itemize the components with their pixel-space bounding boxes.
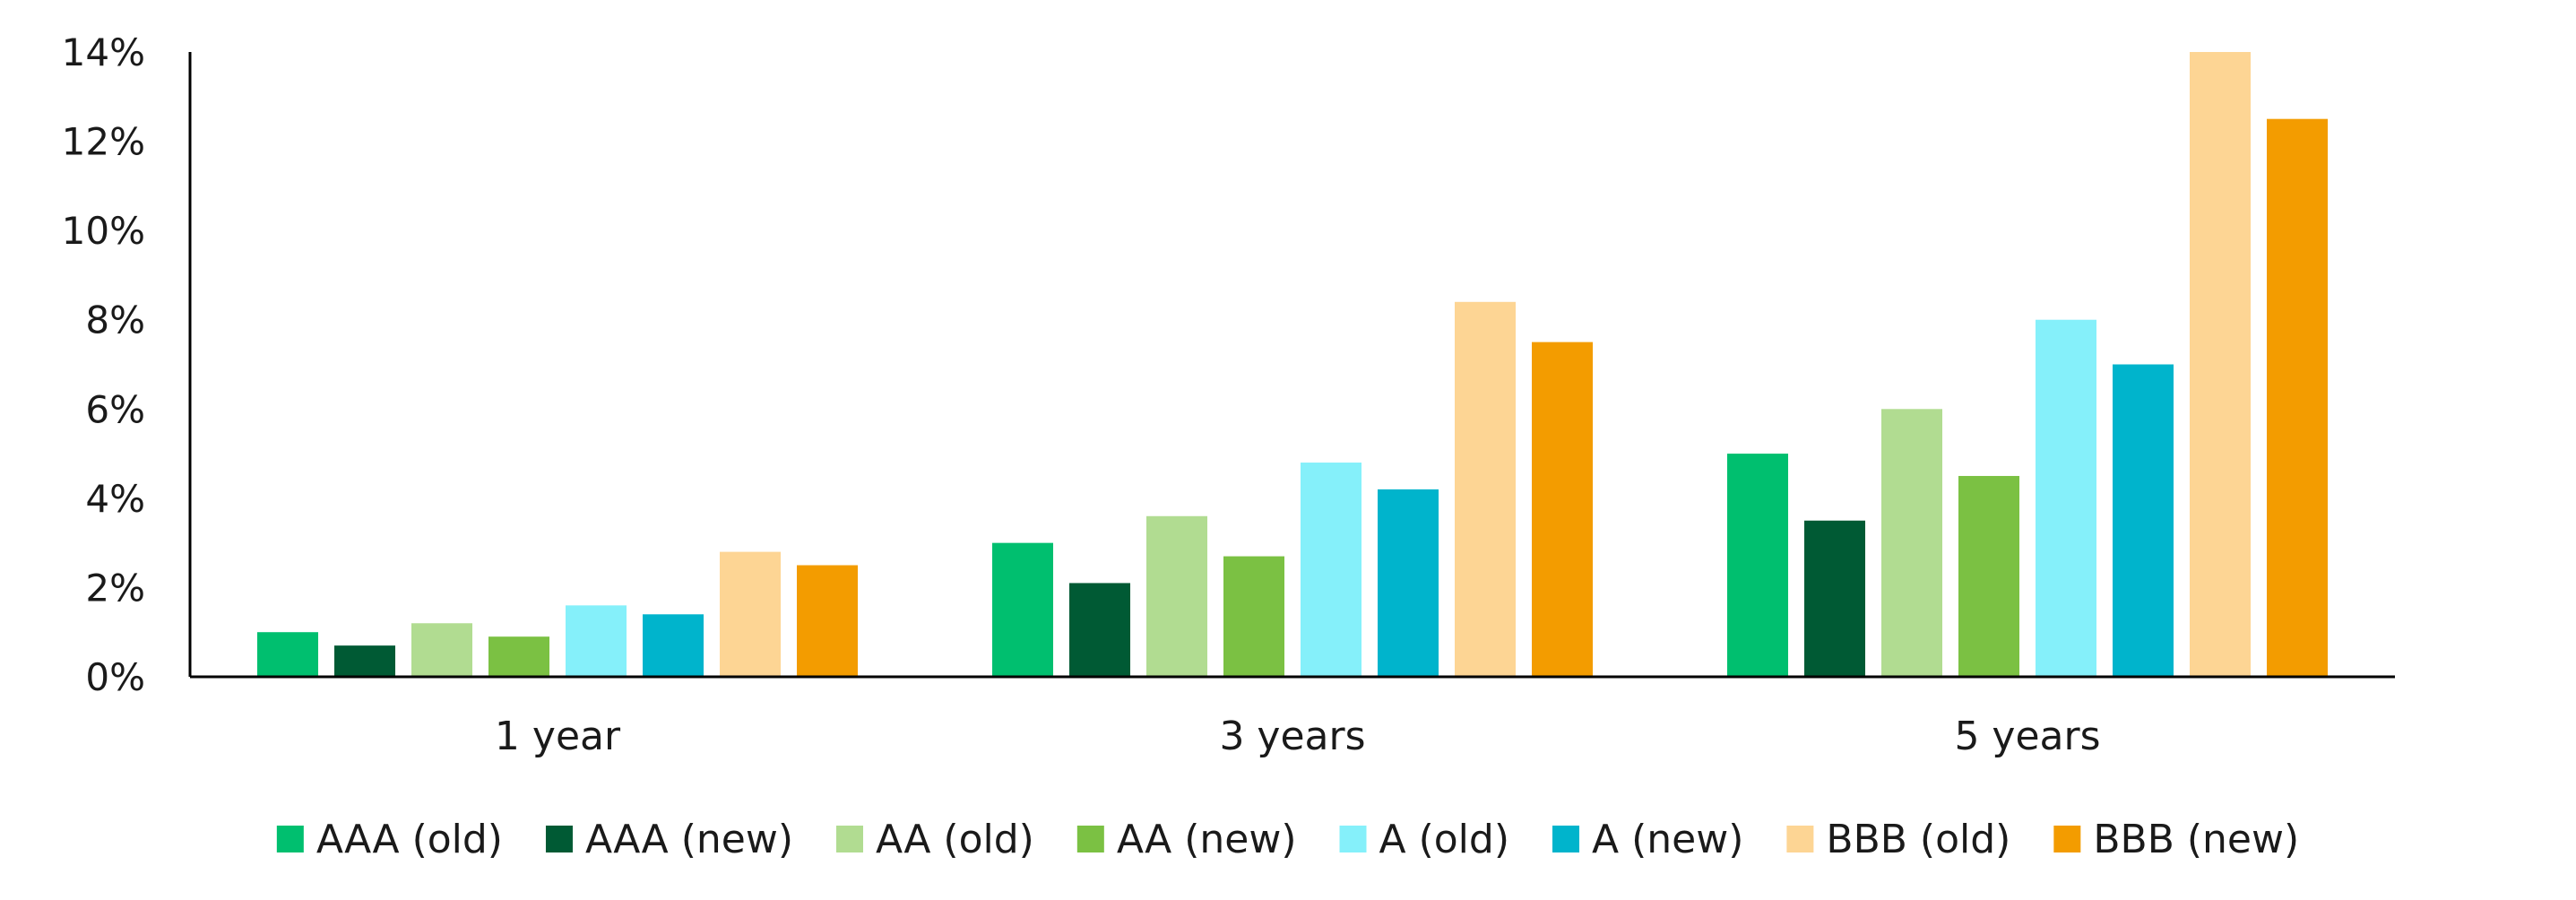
x-category-label: 3 years bbox=[1219, 714, 1365, 759]
legend-item: BBB (new) bbox=[2053, 817, 2299, 862]
legend-swatch bbox=[1786, 826, 1814, 852]
x-category-label: 5 years bbox=[1954, 714, 2100, 759]
y-axis-ticks: 0% 2% 4% 6% 8% 10% 12% 14% bbox=[62, 30, 145, 699]
bar-bbb-new-1-year bbox=[797, 565, 858, 677]
legend-item: AA (old) bbox=[835, 817, 1034, 862]
y-tick-label: 14% bbox=[62, 30, 145, 74]
bar-aa-new-1-year bbox=[488, 636, 549, 677]
y-tick-label: 2% bbox=[85, 566, 145, 610]
bar-bbb-old-5-years bbox=[2190, 52, 2251, 677]
bar-a-old-3-years bbox=[1301, 463, 1361, 677]
bar-aa-new-3-years bbox=[1223, 556, 1284, 677]
bar-aaa-old-3-years bbox=[992, 542, 1053, 677]
bar-a-new-3-years bbox=[1378, 489, 1439, 677]
legend-label: A (old) bbox=[1379, 817, 1510, 862]
bar-aa-old-1-year bbox=[411, 623, 472, 677]
legend-label: AA (old) bbox=[876, 817, 1034, 862]
legend-label: BBB (new) bbox=[2093, 817, 2299, 862]
legend-item: BBB (old) bbox=[1786, 817, 2010, 862]
bar-bbb-new-5-years bbox=[2267, 118, 2328, 677]
legend: AAA (old) AAA (new) AA (old) AA (new) A (old… bbox=[276, 817, 2299, 862]
bar-aaa-old-5-years bbox=[1727, 454, 1788, 677]
legend-item: A (old) bbox=[1339, 817, 1510, 862]
legend-swatch bbox=[835, 826, 863, 852]
legend-swatch bbox=[1552, 826, 1580, 852]
legend-swatch bbox=[545, 826, 573, 852]
legend-label: A (new) bbox=[1592, 817, 1743, 862]
bar-a-old-5-years bbox=[2036, 319, 2096, 677]
bar-aaa-new-5-years bbox=[1804, 520, 1865, 677]
x-category-label: 1 year bbox=[495, 714, 621, 759]
legend-swatch bbox=[1076, 826, 1104, 852]
bars-group bbox=[257, 52, 2328, 677]
bar-a-new-5-years bbox=[2113, 364, 2174, 677]
y-tick-label: 6% bbox=[85, 387, 145, 431]
bar-a-old-1-year bbox=[566, 605, 627, 677]
legend-label: AAA (old) bbox=[316, 817, 503, 862]
legend-item: AAA (new) bbox=[545, 817, 793, 862]
bar-aa-old-5-years bbox=[1881, 409, 1942, 677]
bar-aaa-old-1-year bbox=[257, 632, 318, 677]
y-tick-label: 10% bbox=[62, 209, 145, 253]
legend-item: A (new) bbox=[1552, 817, 1743, 862]
legend-label: BBB (old) bbox=[1826, 817, 2010, 862]
bar-aaa-new-3-years bbox=[1069, 583, 1130, 677]
bar-bbb-old-3-years bbox=[1455, 301, 1516, 677]
legend-swatch bbox=[1339, 826, 1367, 852]
bar-aa-old-3-years bbox=[1146, 515, 1207, 677]
x-axis-category-labels: 1 year 3 years 5 years bbox=[495, 714, 2101, 759]
legend-swatch bbox=[2053, 826, 2081, 852]
y-tick-label: 8% bbox=[85, 299, 145, 342]
y-tick-label: 4% bbox=[85, 477, 145, 521]
bar-aa-new-5-years bbox=[1958, 475, 2019, 677]
legend-label: AA (new) bbox=[1117, 817, 1297, 862]
legend-item: AAA (old) bbox=[276, 817, 503, 862]
bar-aaa-new-1-year bbox=[334, 645, 395, 677]
legend-swatch bbox=[276, 826, 304, 852]
legend-item: AA (new) bbox=[1076, 817, 1297, 862]
bar-bbb-old-1-year bbox=[720, 551, 781, 677]
y-tick-label: 0% bbox=[85, 655, 145, 699]
y-tick-label: 12% bbox=[62, 120, 145, 164]
legend-label: AAA (new) bbox=[585, 817, 793, 862]
bar-a-new-1-year bbox=[643, 614, 704, 677]
bar-bbb-new-3-years bbox=[1532, 342, 1593, 677]
